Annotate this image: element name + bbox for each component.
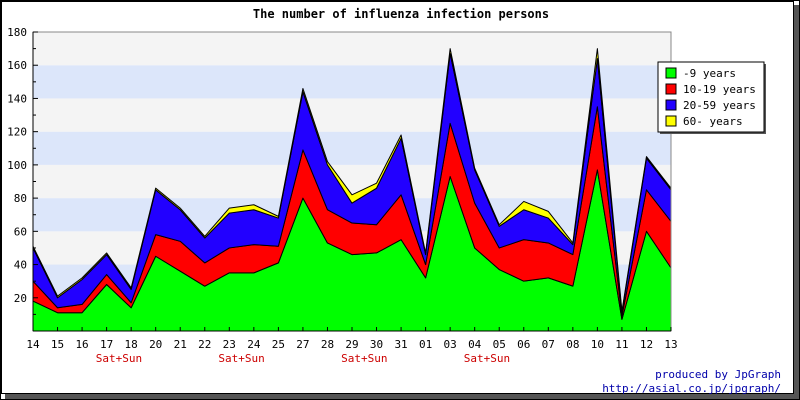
x-tick-label: 16 [75, 338, 88, 351]
legend-swatch-1 [665, 83, 677, 95]
legend: -9 years 10-19 years 20-59 years 60- years [657, 61, 766, 134]
x-tick-label: 01 [419, 338, 432, 351]
x-tick-label: 18 [125, 338, 138, 351]
x-tick-label: 11 [615, 338, 628, 351]
x-tick-label: 05 [493, 338, 506, 351]
legend-label-2: 20-59 years [683, 99, 756, 112]
y-tick-label: 100 [7, 159, 27, 172]
x-tick-label: 21 [174, 338, 187, 351]
weekend-label: Sat+Sun [464, 352, 510, 365]
x-tick-label: 03 [444, 338, 457, 351]
x-tick-label: 24 [247, 338, 261, 351]
credit-line-1: produced by JpGraph [655, 368, 781, 381]
y-tick-label: 60 [14, 225, 27, 238]
x-tick-label: 10 [591, 338, 604, 351]
y-tick-label: 80 [14, 192, 27, 205]
weekend-label: Sat+Sun [96, 352, 142, 365]
chart-title: The number of influenza infection person… [253, 7, 549, 21]
y-tick-label: 180 [7, 26, 27, 39]
legend-swatch-2 [665, 99, 677, 111]
grid-band [33, 164, 671, 199]
grid-band [33, 65, 671, 99]
x-tick-label: 28 [321, 338, 334, 351]
grid-band [33, 98, 671, 132]
weekend-label: Sat+Sun [341, 352, 387, 365]
legend-label-0: -9 years [683, 67, 736, 80]
legend-label-3: 60- years [683, 115, 743, 128]
axes [32, 31, 672, 332]
area-chart: 14 15 16 17 18 20 21 22 23 24 25 27 28 29 30 31 01 03 04 05… [7, 7, 766, 365]
x-tick-label: 27 [296, 338, 309, 351]
x-tick-labels: 14 15 16 17 18 20 21 22 23 24 25 27 28 29 30 31 01 03 04 05… [26, 338, 677, 351]
x-tick-label: 12 [640, 338, 653, 351]
grid-band [33, 131, 671, 165]
x-tick-label: 20 [149, 338, 162, 351]
x-tick-label: 17 [100, 338, 113, 351]
x-tick-label: 14 [26, 338, 40, 351]
legend-swatch-0 [665, 67, 677, 79]
chart-canvas: 14 15 16 17 18 20 21 22 23 24 25 27 28 29 30 31 01 03 04 05… [1, 1, 794, 395]
x-tick-label: 29 [345, 338, 358, 351]
y-tick-label: 160 [7, 59, 27, 72]
y-tick-label: 20 [14, 292, 27, 305]
x-tick-label: 22 [198, 338, 211, 351]
x-tick-label: 13 [664, 338, 677, 351]
y-tick-labels: 20 40 60 80 100 120 140 160 180 [7, 26, 27, 305]
x-tick-label: 25 [272, 338, 285, 351]
x-tick-label: 08 [566, 338, 579, 351]
x-tick-label: 31 [394, 338, 407, 351]
y-tick-label: 40 [14, 259, 27, 272]
weekend-label: Sat+Sun [218, 352, 264, 365]
legend-swatch-3 [665, 115, 677, 127]
x-tick-label: 04 [468, 338, 482, 351]
y-tick-label: 120 [7, 126, 27, 139]
weekend-labels: Sat+Sun Sat+Sun Sat+Sun Sat+Sun [96, 352, 510, 365]
credit-link[interactable]: http://asial.co.jp/jpgraph/ [602, 382, 781, 395]
x-tick-label: 23 [223, 338, 236, 351]
x-tick-label: 06 [517, 338, 530, 351]
x-tick-label: 30 [370, 338, 383, 351]
grid-band [33, 32, 671, 66]
y-tick-label: 140 [7, 92, 27, 105]
x-tick-label: 07 [542, 338, 555, 351]
x-tick-label: 15 [51, 338, 64, 351]
legend-label-1: 10-19 years [683, 83, 756, 96]
